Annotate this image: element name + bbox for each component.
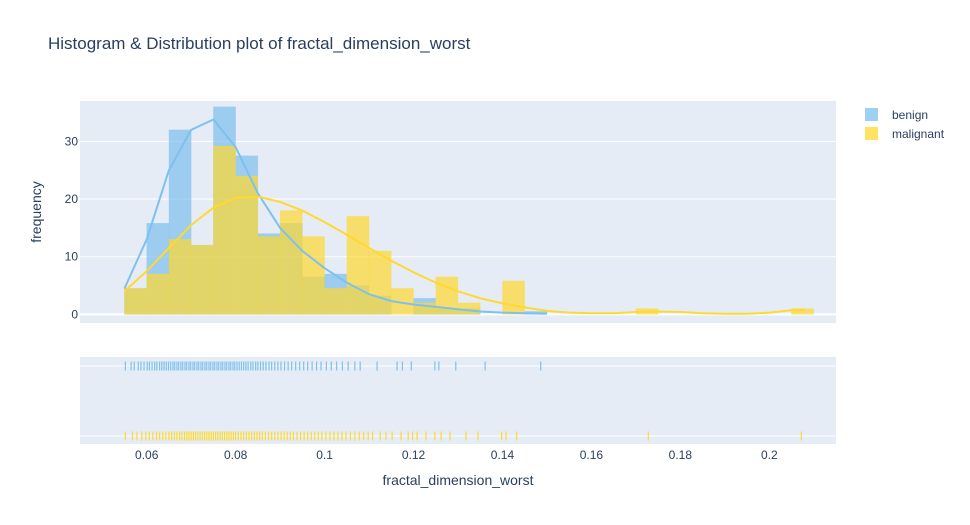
x-tick-label: 0.12	[402, 448, 426, 462]
histogram-bar-malignant	[368, 250, 392, 315]
histogram-bar-malignant	[435, 276, 459, 315]
y-tick-label: 0	[71, 307, 78, 321]
x-axis: 0.06 0.08 0.1 0.12 0.14 0.16 0.18 0.2	[135, 448, 778, 462]
distribution-curve-malignant	[123, 195, 805, 315]
x-axis-title: fractal_dimension_worst	[383, 472, 534, 488]
rug-plot-background	[80, 357, 836, 444]
legend-swatch-malignant	[865, 127, 878, 140]
histogram-bar-malignant	[190, 244, 214, 315]
histogram-bar-malignant	[791, 308, 815, 315]
y-tick-label: 10	[65, 250, 79, 264]
y-axis: 0 10 20 30	[65, 134, 79, 321]
x-tick-label: 0.08	[224, 448, 248, 462]
legend-label-benign: benign	[892, 108, 928, 122]
distribution-curve-benign	[123, 118, 547, 315]
rug-plot-area	[80, 357, 836, 444]
rug-benign	[124, 361, 542, 371]
y-tick-label: 20	[65, 192, 79, 206]
legend-label-malignant: malignant	[892, 127, 945, 141]
main-plot-area	[80, 101, 836, 323]
chart-title: Histogram & Distribution plot of fractal…	[48, 34, 471, 53]
histogram-bar-malignant	[302, 236, 325, 315]
legend-swatch-benign	[865, 108, 878, 121]
histogram-bar-malignant	[346, 216, 370, 315]
axis-titles: fractal_dimension_worst frequency	[28, 181, 534, 488]
x-tick-label: 0.2	[761, 448, 778, 462]
rug-malignant	[124, 431, 802, 441]
series-malignant	[124, 145, 815, 315]
x-tick-label: 0.16	[580, 448, 604, 462]
y-axis-title: frequency	[28, 181, 44, 242]
histogram-bar-malignant	[124, 288, 147, 315]
x-tick-label: 0.1	[316, 448, 333, 462]
histogram-bar-malignant	[146, 273, 170, 315]
legend[interactable]: benign malignant	[865, 108, 945, 141]
legend-item-benign[interactable]: benign	[865, 108, 928, 122]
x-tick-label: 0.18	[669, 448, 693, 462]
histogram-bar-malignant	[213, 145, 236, 315]
histogram-bar-malignant	[279, 210, 303, 315]
histogram-bar-malignant	[502, 280, 525, 315]
histogram-bar-malignant	[324, 288, 348, 315]
histogram-bar-malignant	[257, 236, 281, 315]
legend-item-malignant[interactable]: malignant	[865, 127, 945, 141]
histogram-bar-malignant	[168, 239, 192, 315]
y-tick-label: 30	[65, 134, 79, 148]
x-tick-label: 0.14	[491, 448, 515, 462]
x-tick-label: 0.06	[135, 448, 159, 462]
